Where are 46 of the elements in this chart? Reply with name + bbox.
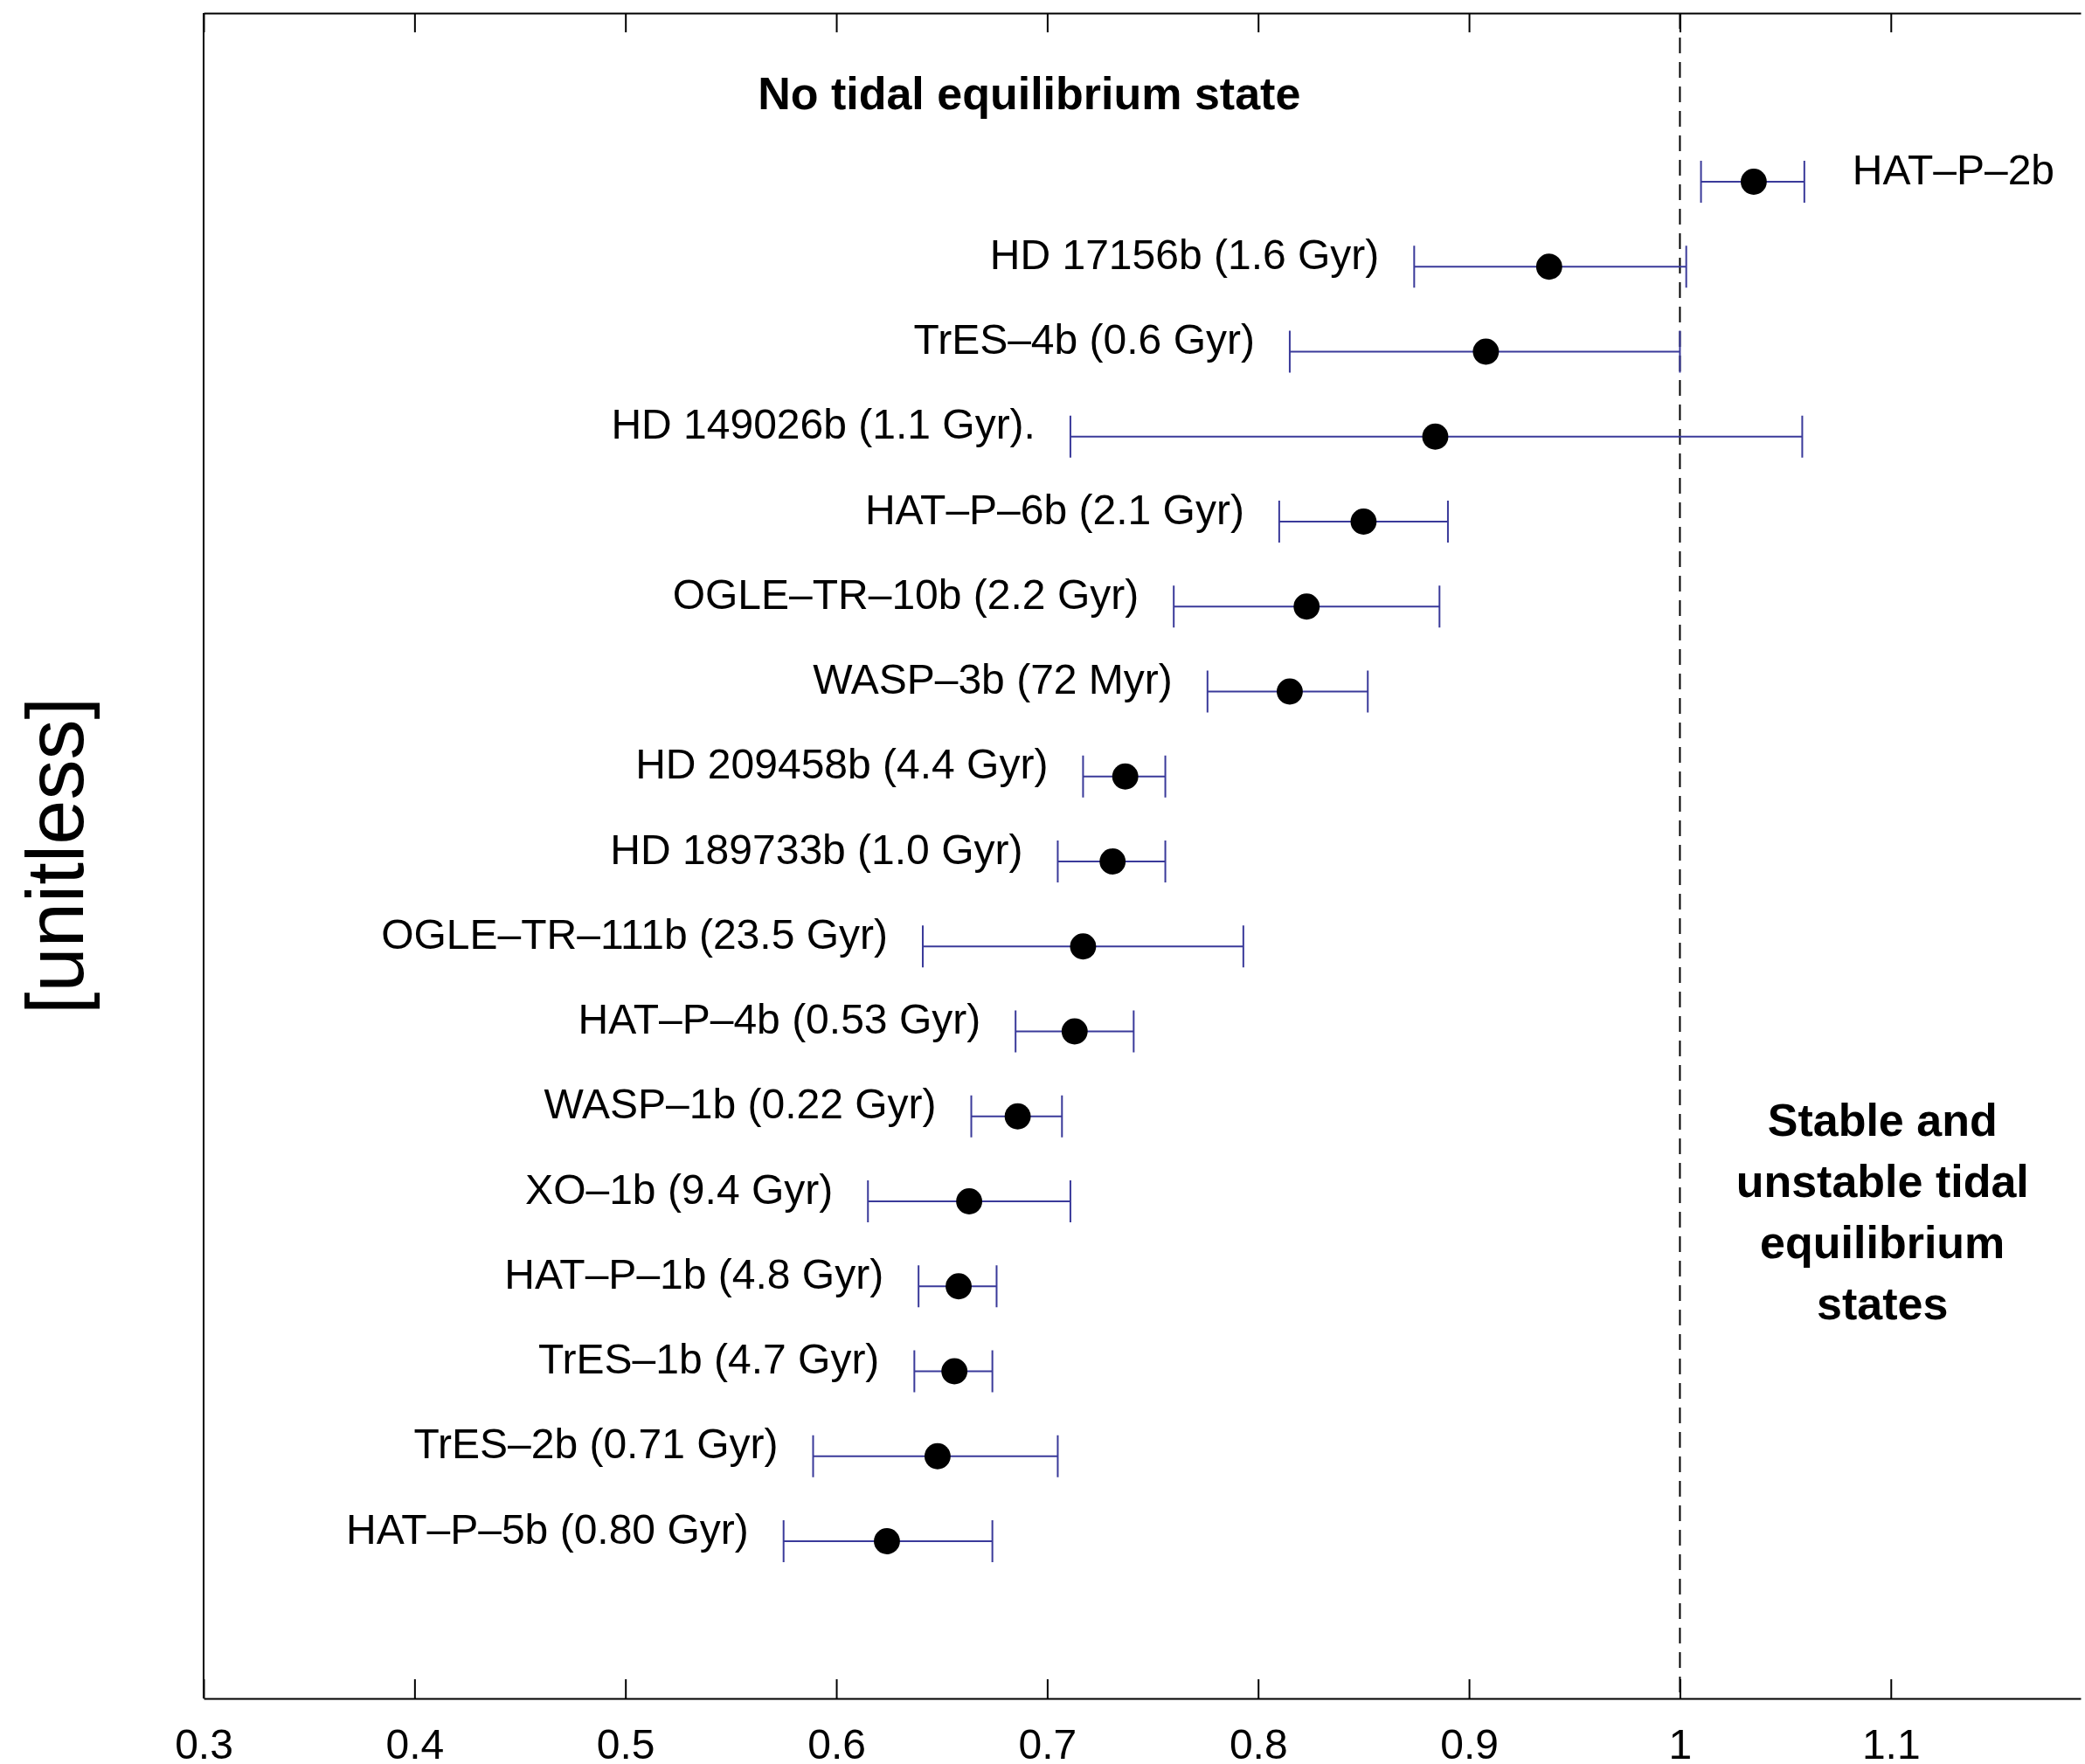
y-tick-label: XO–1b (9.4 Gyr) [525,1166,834,1213]
y-tick-label: TrES–1b (4.7 Gyr) [538,1336,880,1383]
point [1422,423,1449,450]
point [1293,593,1320,620]
x-tick-label: 0.5 [596,1721,655,1764]
y-tick-label: OGLE–TR–111b (23.5 Gyr) [381,910,888,958]
x-tick-label: 0.7 [1018,1721,1077,1764]
point [956,1188,983,1214]
point [1350,508,1377,535]
x-tick-label: 0.8 [1229,1721,1288,1764]
point [946,1273,972,1300]
y-axis-title: [unitless] [10,696,100,1015]
y-tick-label: HAT–P–6b (2.1 Gyr) [864,486,1244,533]
text: No tidal equilibrium state [758,68,1301,119]
point [1112,763,1139,790]
x-tick-label: 0.6 [807,1721,866,1764]
y-tick-label: WASP–3b (72 Myr) [813,656,1173,703]
y-tick-label: HAT–P–4b (0.53 Gyr) [578,996,981,1043]
x-tick-label: 0.4 [385,1721,445,1764]
x-tick-label: 1 [1668,1721,1693,1764]
y-tick-label: HD 189733b (1.0 Gyr) [610,826,1023,873]
point [1061,1018,1088,1045]
point [941,1358,968,1385]
y-tick-label: HAT–P–2b [1852,146,2055,193]
y-tick-label: HD 209458b (4.4 Gyr) [635,741,1049,788]
point [1740,169,1767,195]
y-tick-label: OGLE–TR–10b (2.2 Gyr) [672,571,1139,618]
y-tick-label: HD 17156b (1.6 Gyr) [989,231,1380,278]
y-tick-label: HAT–P–5b (0.80 Gyr) [346,1505,749,1553]
point [924,1442,951,1470]
point [1277,678,1303,705]
y-tick-label: HD 149026b (1.1 Gyr). [611,401,1036,448]
y-tick-label: HAT–P–1b (4.8 Gyr) [504,1250,884,1297]
point [874,1528,900,1554]
point [1535,253,1562,280]
point [1472,338,1500,365]
y-tick-label: WASP–1b (0.22 Gyr) [544,1081,937,1128]
x-tick-label: 1.1 [1861,1721,1921,1764]
point [1099,848,1126,875]
x-tick-label: 0.9 [1440,1721,1499,1764]
annotation: Stable and unstable tidal equilibrium states [1735,1095,2029,1329]
y-tick-label: TrES–4b (0.6 Gyr) [913,316,1255,363]
x-tick-label: 0.3 [175,1721,233,1764]
point [1004,1103,1031,1130]
point [1070,933,1097,960]
y-tick-label: TrES–2b (0.71 Gyr) [413,1421,779,1468]
